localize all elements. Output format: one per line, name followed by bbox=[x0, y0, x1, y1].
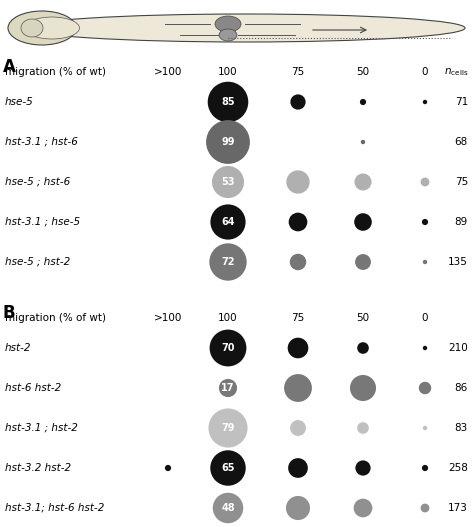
Ellipse shape bbox=[423, 426, 427, 430]
Ellipse shape bbox=[419, 382, 431, 394]
Ellipse shape bbox=[354, 213, 372, 231]
Text: 48: 48 bbox=[221, 503, 235, 513]
Text: 53: 53 bbox=[221, 177, 235, 187]
Text: 100: 100 bbox=[218, 313, 238, 323]
Text: 85: 85 bbox=[221, 97, 235, 107]
Ellipse shape bbox=[25, 17, 80, 39]
Text: 17: 17 bbox=[221, 383, 235, 393]
Ellipse shape bbox=[420, 504, 429, 512]
Ellipse shape bbox=[210, 243, 246, 281]
Ellipse shape bbox=[284, 374, 312, 402]
Text: hst-3.2 hst-2: hst-3.2 hst-2 bbox=[5, 463, 71, 473]
Text: hse-5 ; hst-2: hse-5 ; hst-2 bbox=[5, 257, 70, 267]
Ellipse shape bbox=[423, 346, 427, 350]
Text: 75: 75 bbox=[455, 177, 468, 187]
Text: 173: 173 bbox=[448, 503, 468, 513]
Text: hst-3.1 ; hst-6: hst-3.1 ; hst-6 bbox=[5, 137, 78, 147]
Text: 89: 89 bbox=[455, 217, 468, 227]
Text: hst-3.1 ; hst-2: hst-3.1 ; hst-2 bbox=[5, 423, 78, 433]
Ellipse shape bbox=[8, 11, 76, 45]
Ellipse shape bbox=[355, 254, 371, 270]
Ellipse shape bbox=[213, 493, 243, 523]
Ellipse shape bbox=[420, 178, 429, 187]
Ellipse shape bbox=[288, 338, 308, 358]
Text: 71: 71 bbox=[455, 97, 468, 107]
Text: 100: 100 bbox=[218, 67, 238, 77]
Text: hse-5: hse-5 bbox=[5, 97, 34, 107]
Ellipse shape bbox=[423, 260, 427, 264]
Ellipse shape bbox=[354, 499, 373, 518]
Ellipse shape bbox=[355, 173, 372, 191]
Text: 83: 83 bbox=[455, 423, 468, 433]
Text: A: A bbox=[3, 58, 16, 76]
Ellipse shape bbox=[215, 16, 241, 32]
Ellipse shape bbox=[290, 420, 306, 436]
Text: migration (% of wt): migration (% of wt) bbox=[5, 313, 106, 323]
Ellipse shape bbox=[288, 458, 308, 478]
Ellipse shape bbox=[350, 375, 376, 401]
Text: hst-2: hst-2 bbox=[5, 343, 31, 353]
Text: 0: 0 bbox=[422, 67, 428, 77]
Ellipse shape bbox=[209, 408, 247, 447]
Text: 0: 0 bbox=[422, 313, 428, 323]
Ellipse shape bbox=[21, 19, 43, 37]
Text: $n_\mathregular{cells}$: $n_\mathregular{cells}$ bbox=[444, 66, 468, 78]
Text: >100: >100 bbox=[154, 67, 182, 77]
Ellipse shape bbox=[360, 99, 366, 105]
Ellipse shape bbox=[165, 465, 171, 471]
Text: 135: 135 bbox=[448, 257, 468, 267]
Ellipse shape bbox=[289, 213, 307, 231]
Text: 99: 99 bbox=[221, 137, 235, 147]
Text: hst-3.1 ; hse-5: hst-3.1 ; hse-5 bbox=[5, 217, 80, 227]
Text: 64: 64 bbox=[221, 217, 235, 227]
Ellipse shape bbox=[422, 465, 428, 471]
Text: 258: 258 bbox=[448, 463, 468, 473]
Text: migration (% of wt): migration (% of wt) bbox=[5, 67, 106, 77]
Text: 50: 50 bbox=[356, 67, 370, 77]
Text: 86: 86 bbox=[455, 383, 468, 393]
Ellipse shape bbox=[357, 422, 369, 434]
Text: 75: 75 bbox=[292, 313, 305, 323]
Text: 79: 79 bbox=[221, 423, 235, 433]
Ellipse shape bbox=[219, 29, 237, 41]
Text: hst-6 hst-2: hst-6 hst-2 bbox=[5, 383, 61, 393]
Ellipse shape bbox=[361, 140, 365, 144]
Text: 50: 50 bbox=[356, 313, 370, 323]
Ellipse shape bbox=[219, 379, 237, 397]
Ellipse shape bbox=[356, 461, 371, 476]
Ellipse shape bbox=[210, 204, 246, 240]
Ellipse shape bbox=[286, 170, 310, 193]
Ellipse shape bbox=[422, 219, 428, 225]
Text: hse-5 ; hst-6: hse-5 ; hst-6 bbox=[5, 177, 70, 187]
Ellipse shape bbox=[357, 342, 369, 354]
Ellipse shape bbox=[210, 450, 246, 486]
Text: 65: 65 bbox=[221, 463, 235, 473]
Ellipse shape bbox=[212, 166, 244, 198]
Text: hst-3.1; hst-6 hst-2: hst-3.1; hst-6 hst-2 bbox=[5, 503, 104, 513]
Ellipse shape bbox=[210, 329, 246, 366]
Text: 75: 75 bbox=[292, 67, 305, 77]
Ellipse shape bbox=[286, 496, 310, 520]
Text: >100: >100 bbox=[154, 313, 182, 323]
Ellipse shape bbox=[206, 120, 250, 164]
Text: 210: 210 bbox=[448, 343, 468, 353]
Text: 70: 70 bbox=[221, 343, 235, 353]
Text: 68: 68 bbox=[455, 137, 468, 147]
Text: 72: 72 bbox=[221, 257, 235, 267]
Ellipse shape bbox=[423, 100, 427, 104]
Ellipse shape bbox=[291, 94, 306, 110]
Text: B: B bbox=[3, 304, 16, 322]
Ellipse shape bbox=[208, 82, 248, 122]
Ellipse shape bbox=[25, 14, 465, 42]
Ellipse shape bbox=[290, 254, 306, 270]
